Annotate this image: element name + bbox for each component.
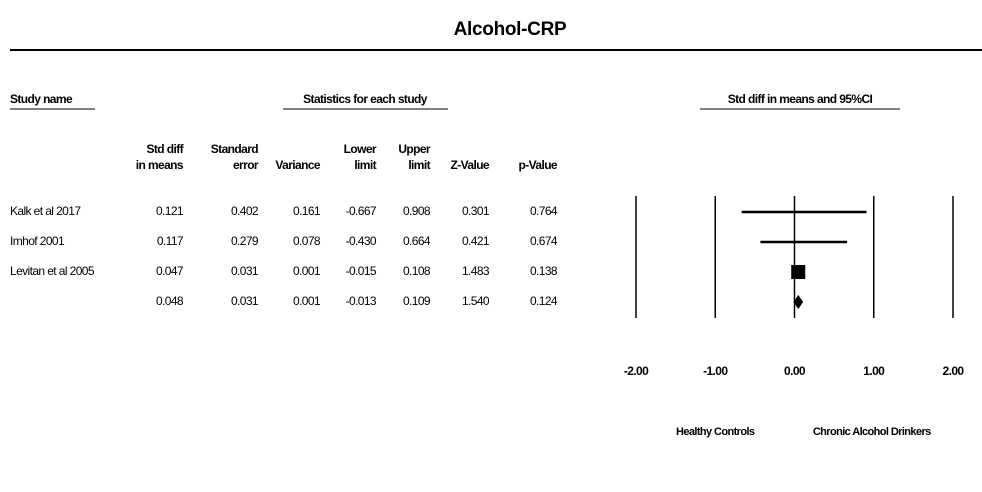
study-name: Levitan et al 2005 — [10, 264, 95, 278]
column-header: Variance — [275, 158, 320, 172]
x-tick-label: 1.00 — [863, 364, 885, 378]
x-tick-label: -2.00 — [624, 364, 649, 378]
point-estimate — [791, 265, 806, 279]
study-name: Kalk et al 2017 — [10, 204, 81, 218]
cell: 0.001 — [293, 294, 321, 308]
cell: 0.161 — [293, 204, 321, 218]
cell: 0.402 — [231, 204, 259, 218]
cell: 0.138 — [530, 264, 558, 278]
column-header: limit — [408, 158, 430, 172]
cell: 0.421 — [462, 234, 490, 248]
column-header: Upper — [398, 142, 431, 156]
cell: 0.001 — [293, 264, 321, 278]
column-header: Std diff — [146, 142, 184, 156]
x-tick-label: -1.00 — [703, 364, 728, 378]
point-estimate — [803, 211, 805, 213]
cell: -0.015 — [346, 264, 377, 278]
column-header: Lower — [344, 142, 377, 156]
cell: 0.031 — [231, 264, 259, 278]
column-header: p-Value — [519, 158, 558, 172]
cell: 0.279 — [231, 234, 259, 248]
section-header: Study name — [10, 92, 73, 106]
cell: 0.031 — [231, 294, 259, 308]
chart-title: Alcohol-CRP — [454, 19, 567, 40]
column-header: in means — [136, 158, 184, 172]
cell: -0.013 — [346, 294, 377, 308]
column-header: Standard — [211, 142, 258, 156]
cell: 0.047 — [156, 264, 184, 278]
cell: 1.540 — [462, 294, 490, 308]
cell: -0.667 — [346, 204, 377, 218]
cell: 0.048 — [156, 294, 184, 308]
cell: 0.117 — [157, 234, 184, 248]
cell: 0.124 — [530, 294, 558, 308]
column-header: limit — [354, 158, 376, 172]
section-header: Statistics for each study — [303, 92, 428, 106]
cell: 0.764 — [530, 204, 558, 218]
section-header: Std diff in means and 95%CI — [728, 92, 873, 106]
cell: 0.109 — [403, 294, 431, 308]
column-header: error — [233, 158, 259, 172]
cell: 0.108 — [403, 264, 431, 278]
x-tick-label: 0.00 — [784, 364, 806, 378]
column-header: Z-Value — [451, 158, 490, 172]
x-direction-label: Healthy Controls — [676, 426, 755, 438]
point-estimate — [802, 241, 805, 243]
summary-diamond — [793, 295, 804, 309]
x-direction-label: Chronic Alcohol Drinkers — [813, 426, 931, 438]
cell: 0.121 — [156, 204, 184, 218]
x-tick-label: 2.00 — [943, 364, 965, 378]
cell: 0.078 — [293, 234, 321, 248]
cell: 0.301 — [462, 204, 490, 218]
cell: -0.430 — [346, 234, 377, 248]
cell: 1.483 — [462, 264, 490, 278]
cell: 0.908 — [403, 204, 431, 218]
cell: 0.674 — [530, 234, 558, 248]
study-name: Imhof 2001 — [10, 234, 65, 248]
cell: 0.664 — [403, 234, 431, 248]
